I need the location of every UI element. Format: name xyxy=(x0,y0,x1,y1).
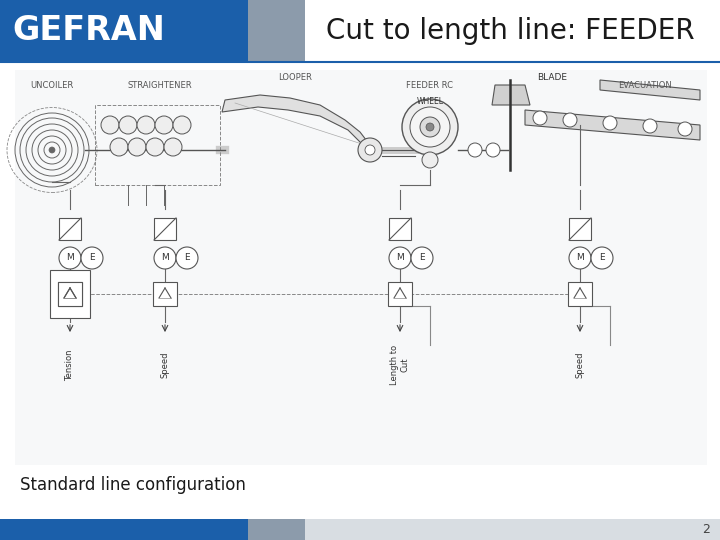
Circle shape xyxy=(591,247,613,269)
Text: Speed: Speed xyxy=(161,352,169,378)
Bar xyxy=(95,105,220,185)
Circle shape xyxy=(422,152,438,168)
Circle shape xyxy=(426,123,434,131)
Text: Speed: Speed xyxy=(575,352,585,378)
Circle shape xyxy=(563,113,577,127)
Polygon shape xyxy=(222,95,370,155)
Text: LOOPER: LOOPER xyxy=(278,73,312,83)
Bar xyxy=(248,519,305,540)
Circle shape xyxy=(101,116,119,134)
Text: BLADE: BLADE xyxy=(537,73,567,83)
Text: Tension: Tension xyxy=(66,349,74,381)
Circle shape xyxy=(410,107,450,147)
Text: M: M xyxy=(161,253,169,262)
Circle shape xyxy=(486,143,500,157)
Circle shape xyxy=(110,138,128,156)
Text: GEFRAN: GEFRAN xyxy=(12,15,165,48)
Circle shape xyxy=(420,117,440,137)
Polygon shape xyxy=(525,110,700,140)
Text: E: E xyxy=(599,253,605,262)
Circle shape xyxy=(154,247,176,269)
Circle shape xyxy=(119,116,137,134)
Bar xyxy=(0,0,248,62)
Text: UNCOILER: UNCOILER xyxy=(30,80,73,90)
Bar xyxy=(305,519,720,540)
Circle shape xyxy=(164,138,182,156)
Circle shape xyxy=(128,138,146,156)
Circle shape xyxy=(49,147,55,153)
Bar xyxy=(58,282,82,306)
Circle shape xyxy=(389,247,411,269)
Text: Length to
Cut: Length to Cut xyxy=(390,345,410,385)
Text: E: E xyxy=(184,253,190,262)
Bar xyxy=(50,270,90,318)
Text: 2: 2 xyxy=(702,523,710,536)
Bar xyxy=(568,282,592,306)
Circle shape xyxy=(402,99,458,155)
Circle shape xyxy=(176,247,198,269)
Bar xyxy=(58,282,82,306)
Text: E: E xyxy=(89,253,95,262)
Circle shape xyxy=(155,116,173,134)
Text: EVACUATION: EVACUATION xyxy=(618,80,672,90)
Text: M: M xyxy=(576,253,584,262)
Bar xyxy=(59,218,81,240)
Circle shape xyxy=(173,116,191,134)
Text: STRAIGHTENER: STRAIGHTENER xyxy=(127,80,192,90)
Bar xyxy=(389,218,411,240)
Polygon shape xyxy=(600,80,700,100)
Circle shape xyxy=(533,111,547,125)
Circle shape xyxy=(59,247,81,269)
Circle shape xyxy=(358,138,382,162)
Circle shape xyxy=(365,145,375,155)
Bar xyxy=(153,282,177,306)
Text: M: M xyxy=(396,253,404,262)
Bar xyxy=(569,218,591,240)
Circle shape xyxy=(81,247,103,269)
Polygon shape xyxy=(492,85,530,105)
Bar xyxy=(0,519,248,540)
Circle shape xyxy=(468,143,482,157)
Circle shape xyxy=(603,116,617,130)
Bar xyxy=(388,282,412,306)
Circle shape xyxy=(569,247,591,269)
Text: E: E xyxy=(419,253,425,262)
Circle shape xyxy=(678,122,692,136)
Circle shape xyxy=(137,116,155,134)
Circle shape xyxy=(643,119,657,133)
Circle shape xyxy=(411,247,433,269)
Text: FEEDER RC: FEEDER RC xyxy=(407,80,454,90)
Text: Standard line configuration: Standard line configuration xyxy=(20,476,246,494)
Text: WHEEL: WHEEL xyxy=(416,98,444,106)
Bar xyxy=(15,70,707,465)
Circle shape xyxy=(146,138,164,156)
Bar xyxy=(154,218,176,240)
Text: M: M xyxy=(66,253,74,262)
Text: Cut to length line: FEEDER: Cut to length line: FEEDER xyxy=(325,17,694,45)
Bar xyxy=(248,0,305,62)
